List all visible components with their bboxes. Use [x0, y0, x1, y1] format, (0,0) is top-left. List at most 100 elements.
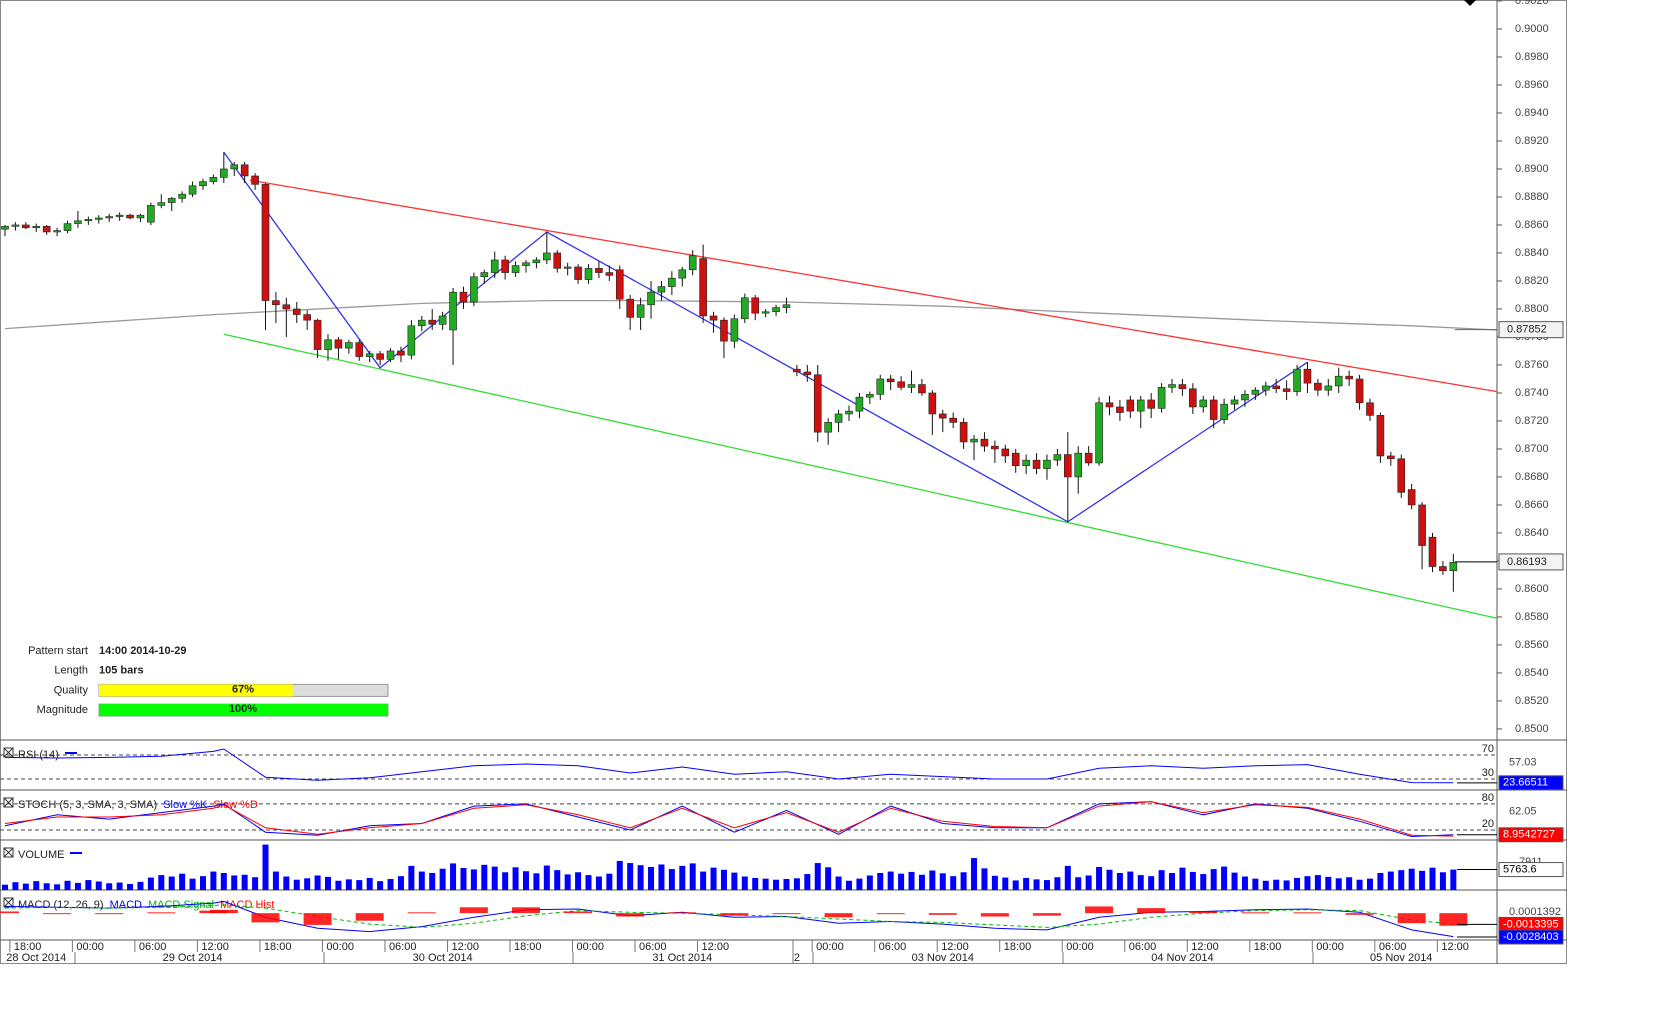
candle-body — [522, 262, 530, 266]
date-label: 04 Nov 2014 — [1151, 952, 1213, 964]
y-tick-label: 0.8800 — [1515, 303, 1549, 315]
candle-body — [188, 185, 197, 195]
volume-bar — [1179, 867, 1186, 890]
volume-bar — [1200, 874, 1207, 890]
candle-body — [490, 259, 499, 273]
volume-bar — [12, 882, 19, 890]
candle-body — [459, 291, 468, 303]
x-tick-label: 06:00 — [1379, 941, 1407, 953]
candle-body — [42, 226, 51, 233]
volume-bar — [377, 881, 384, 890]
volume-bar — [220, 872, 227, 890]
volume-bar — [1356, 879, 1363, 890]
hist-bar — [980, 913, 1009, 917]
volume-bar — [1116, 872, 1123, 890]
x-tick-label: 12:00 — [201, 941, 229, 953]
x-tick-label: 12:00 — [941, 941, 969, 953]
volume-bar — [54, 884, 61, 890]
volume-bar — [429, 872, 436, 890]
volume-bar — [845, 880, 852, 890]
volume-bar — [898, 873, 905, 890]
candle-body — [1064, 454, 1072, 478]
y-tick-label: 0.8760 — [1515, 359, 1549, 371]
volume-bar — [856, 878, 863, 890]
volume-bar — [1043, 880, 1050, 890]
hist-bar — [876, 913, 905, 915]
x-tick-label: 00:00 — [1066, 941, 1094, 953]
candle-body — [647, 291, 655, 306]
volume-bar — [1377, 872, 1384, 890]
volume-bar — [366, 877, 373, 890]
candle-body — [334, 339, 343, 349]
volume-bar — [689, 863, 696, 890]
date-label: 03 Nov 2014 — [912, 952, 974, 964]
y-tick-label: 0.8920 — [1515, 135, 1549, 147]
volume-bar — [1252, 878, 1259, 890]
gauge-fill — [99, 684, 293, 697]
date-label: 28 Oct 2014 — [6, 952, 66, 964]
volume-bar — [793, 878, 800, 890]
volume-bar — [1210, 869, 1217, 890]
volume-bar — [1439, 872, 1446, 890]
x-tick-label: 06:00 — [879, 941, 907, 953]
candle-body — [1001, 448, 1010, 457]
gauge-fill — [99, 704, 388, 717]
candle-body — [261, 184, 270, 301]
volume-bar — [345, 879, 352, 890]
candle-body — [1022, 459, 1030, 467]
candle-body — [199, 181, 207, 187]
volume-bar — [1106, 869, 1113, 890]
candle-body — [32, 226, 41, 229]
volume-bar — [1085, 875, 1092, 890]
candle-body — [74, 220, 82, 224]
x-tick-label: 00:00 — [326, 941, 354, 953]
volume-bar — [314, 875, 321, 890]
candle-body — [407, 325, 416, 356]
panel-icons — [3, 747, 14, 908]
axis-label: 57.03 — [1509, 757, 1537, 769]
volume-bar — [1419, 870, 1426, 890]
volume-bar — [1096, 866, 1103, 890]
volume-bar — [1221, 866, 1228, 890]
volume-bar — [981, 868, 988, 890]
volume-bar — [908, 871, 915, 890]
candle-body — [1095, 402, 1103, 464]
legend-entry: Slow %D — [213, 799, 258, 811]
x-tick-label: 18:00 — [14, 941, 42, 953]
volume-bar — [668, 869, 675, 890]
candle-body — [595, 268, 603, 273]
date-label: 29 Oct 2014 — [163, 952, 223, 964]
volume-bar — [1335, 878, 1342, 890]
candle-body — [928, 392, 937, 415]
volume-bar — [1169, 872, 1176, 890]
volume-bar — [887, 871, 894, 890]
volume-bar — [1189, 871, 1196, 890]
level-label: 80 — [1482, 792, 1494, 804]
candle-body — [1147, 399, 1155, 409]
volume-bar — [877, 872, 884, 890]
hist-bar — [928, 913, 957, 915]
candle-body — [1355, 378, 1364, 404]
current-label: 8.9542727 — [1503, 829, 1555, 841]
volume-bar — [1127, 871, 1134, 890]
volume-bar — [575, 872, 582, 890]
volume-bar — [1314, 875, 1321, 890]
y-tick-label: 0.8960 — [1515, 79, 1549, 91]
volume-bar — [210, 871, 217, 890]
date-label: 2 — [794, 952, 800, 964]
candle-body — [1043, 459, 1051, 469]
candle-body — [1074, 452, 1083, 478]
volume-bar — [1033, 879, 1040, 890]
candle-body — [1303, 368, 1312, 384]
candle-body — [907, 384, 916, 388]
candle-body — [449, 291, 457, 331]
candle-body — [1428, 536, 1437, 567]
current-label: -0.0028403 — [1503, 931, 1559, 943]
hist-bar — [1085, 906, 1114, 914]
volume-bar — [700, 871, 707, 890]
volume-bar — [85, 880, 92, 890]
hist-bar — [616, 913, 645, 917]
y-tick-label: 0.8520 — [1515, 695, 1549, 707]
candle-body — [1053, 454, 1062, 461]
info-label: Pattern start — [28, 645, 88, 657]
